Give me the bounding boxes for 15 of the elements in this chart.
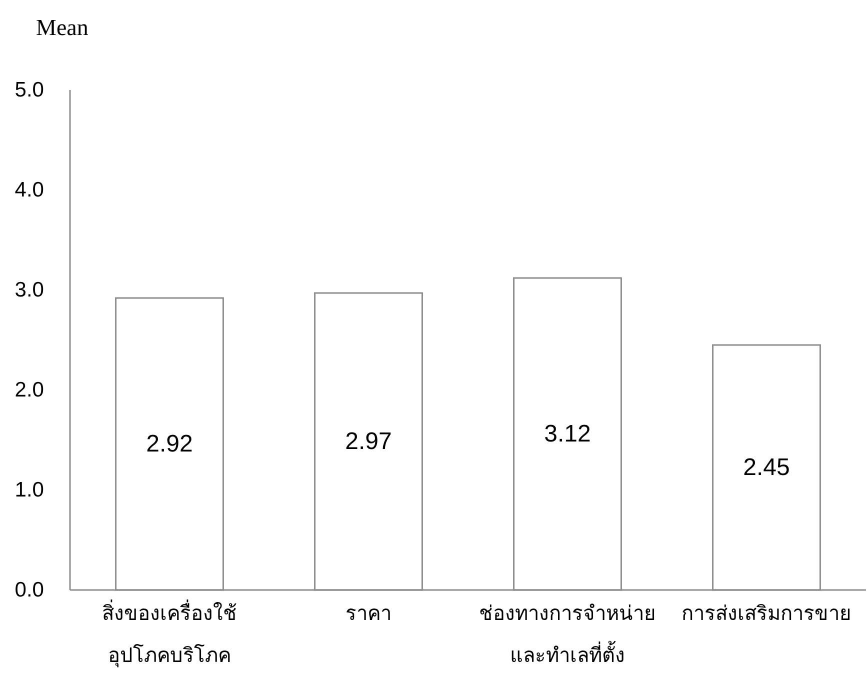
y-tick-label: 2.0 bbox=[14, 378, 44, 402]
data-label: 2.45 bbox=[743, 454, 790, 481]
y-tick-label: 1.0 bbox=[14, 478, 44, 502]
x-tick-label: สิ่งของเครื่องใช้ อุปโภคบริโภค bbox=[102, 599, 237, 668]
x-tick-label: การส่งเสริมการขาย bbox=[682, 603, 852, 625]
data-label: 2.92 bbox=[146, 430, 193, 458]
y-tick-label: 4.0 bbox=[14, 178, 44, 202]
x-tick-label: ช่องทางการจำหน่าย และทำเลที่ตั้ง bbox=[479, 603, 656, 667]
data-label: 3.12 bbox=[544, 420, 591, 448]
y-tick-label: 0.0 bbox=[14, 578, 44, 602]
x-tick-label: ราคา bbox=[346, 603, 392, 625]
data-label: 2.97 bbox=[345, 428, 392, 455]
y-axis-title: Mean bbox=[36, 15, 89, 40]
y-tick-label: 5.0 bbox=[14, 78, 44, 102]
y-tick-label: 3.0 bbox=[14, 278, 44, 302]
